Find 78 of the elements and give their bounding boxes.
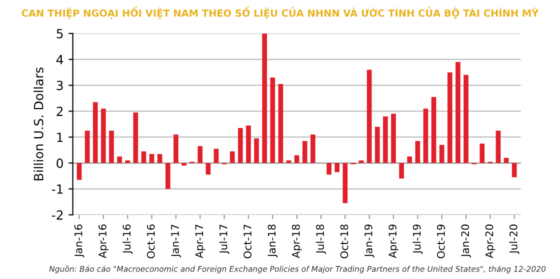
x-tick-label: Oct-16 xyxy=(146,224,155,258)
bar xyxy=(294,155,300,164)
bar xyxy=(334,163,340,172)
bar xyxy=(456,62,460,164)
bar xyxy=(246,125,251,164)
y-tick-label: -2 xyxy=(52,210,63,220)
bar xyxy=(383,116,388,164)
bar xyxy=(230,151,235,164)
x-tick-label: Oct-19 xyxy=(436,224,445,258)
bar xyxy=(480,144,485,164)
bar xyxy=(374,126,380,164)
y-tick-label: 3 xyxy=(56,80,63,90)
bar xyxy=(399,163,404,179)
x-tick-label: Jan-17 xyxy=(171,224,181,258)
x-tick-label: Oct-18 xyxy=(340,224,348,258)
bar xyxy=(504,158,509,164)
y-tick-label: 5 xyxy=(56,29,63,38)
bar xyxy=(439,144,444,164)
x-tick-label: Apr-19 xyxy=(388,224,399,258)
bar xyxy=(431,96,436,164)
bar xyxy=(182,163,186,166)
bar xyxy=(254,138,259,164)
x-tick-label: Jul-18 xyxy=(316,224,326,254)
y-tick-label: 1 xyxy=(57,132,63,142)
y-tick-label: 4 xyxy=(56,55,64,64)
bar xyxy=(133,112,138,164)
bar xyxy=(157,154,162,164)
bar xyxy=(512,163,517,178)
bar xyxy=(117,156,122,164)
x-tick-label: Jul-20 xyxy=(509,224,520,254)
bar xyxy=(286,160,292,164)
bar xyxy=(342,163,348,204)
x-tick-label: Apr-17 xyxy=(195,224,206,258)
bar xyxy=(391,114,396,164)
y-tick-label: 2 xyxy=(56,106,63,116)
bar xyxy=(214,148,219,164)
chart-title: CAN THIỆP NGOẠI HỐI VIỆT NAM THEO SỐ LIỆU CỦA NHNN VÀ ƯỚC TÍNH CỦA BỘ TÀI CHÍNH MỸ xyxy=(22,6,539,19)
bar xyxy=(366,70,372,164)
x-tick-label: Apr-20 xyxy=(485,224,496,258)
bar xyxy=(464,74,468,164)
bar xyxy=(141,151,146,164)
x-tick-label: Jan-16 xyxy=(74,224,84,258)
bar xyxy=(76,163,82,180)
bar xyxy=(149,154,154,164)
x-tick-label: Jul-17 xyxy=(219,224,230,254)
bar xyxy=(109,130,114,164)
bar xyxy=(84,130,90,164)
bar xyxy=(262,33,267,164)
x-tick-label: Jul-16 xyxy=(122,224,133,254)
x-tick-label: Jan-18 xyxy=(268,224,278,258)
bar xyxy=(174,134,178,164)
bar xyxy=(206,163,211,175)
bar xyxy=(125,160,130,164)
bar xyxy=(415,140,420,164)
bar xyxy=(423,108,428,164)
x-tick-label: Jan-20 xyxy=(461,224,471,258)
bar xyxy=(302,140,308,164)
y-tick-label: -1 xyxy=(52,184,63,194)
x-tick-label: Jul-19 xyxy=(412,224,423,254)
bar xyxy=(278,84,284,164)
y-axis-title: Billion U.S. Dollars xyxy=(34,67,44,180)
bar xyxy=(165,163,170,189)
bar xyxy=(407,156,412,164)
bar xyxy=(326,163,332,175)
y-tick-label: 0 xyxy=(56,158,63,168)
bar xyxy=(310,134,316,164)
x-tick-label: Apr-16 xyxy=(98,224,108,258)
bar xyxy=(101,108,106,164)
bar xyxy=(358,160,364,164)
bar xyxy=(198,146,203,164)
bar xyxy=(92,102,98,164)
x-tick-label: Oct-17 xyxy=(244,224,252,258)
bar xyxy=(496,130,501,164)
x-tick-label: Jan-19 xyxy=(364,224,374,258)
bar xyxy=(238,128,243,164)
bar xyxy=(270,78,276,164)
x-tick-label: Apr-18 xyxy=(292,224,302,258)
bar xyxy=(447,72,452,164)
